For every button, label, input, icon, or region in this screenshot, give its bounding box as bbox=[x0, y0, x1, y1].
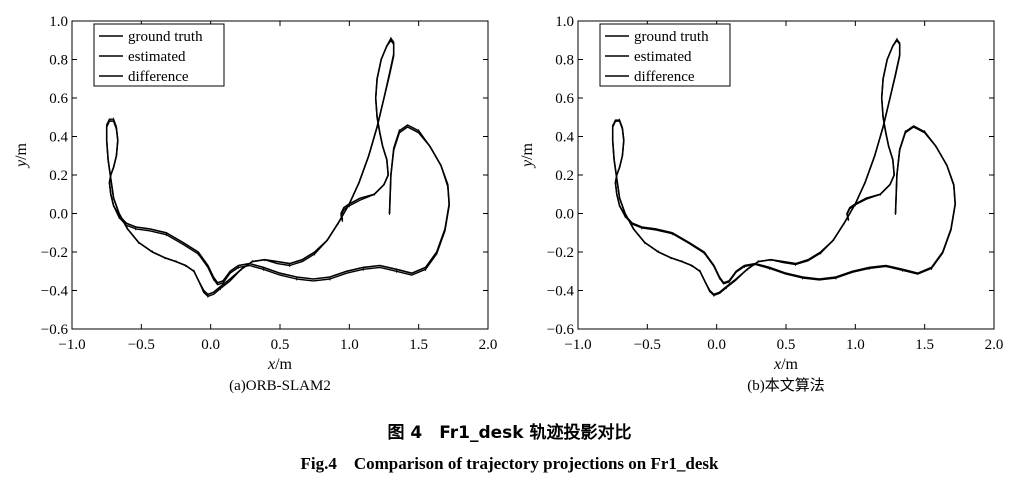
y-tick-label: −0.2 bbox=[547, 245, 574, 261]
legend-entry: estimated bbox=[634, 49, 692, 65]
x-tick-label: 1.5 bbox=[409, 337, 428, 353]
subplot-caption: (a)ORB-SLAM2 bbox=[229, 378, 331, 394]
legend-entry: difference bbox=[128, 69, 189, 85]
x-tick-label: −0.5 bbox=[634, 337, 661, 353]
legend-entry: difference bbox=[634, 69, 695, 85]
x-tick-label: −1.0 bbox=[564, 337, 591, 353]
y-tick-label: 0.8 bbox=[555, 53, 574, 69]
x-tick-label: 1.0 bbox=[846, 337, 865, 353]
x-axis-label: x/m bbox=[773, 356, 799, 373]
y-tick-label: 0.6 bbox=[49, 91, 68, 107]
plot-panel-b: −1.0 −0.5 0.0 0.5 1.0 1.5 2.0 −0.6 −0.4 −0.2 0.0 0.… bbox=[519, 14, 1003, 394]
legend-entry: ground truth bbox=[634, 29, 709, 45]
x-axis-label: x/m bbox=[267, 356, 293, 373]
y-tick-label: −0.2 bbox=[41, 245, 68, 261]
y-tick-label: 0.2 bbox=[49, 168, 68, 184]
x-tick-label: 2.0 bbox=[479, 337, 498, 353]
x-tick-label: 2.0 bbox=[985, 337, 1004, 353]
x-tick-label: −0.5 bbox=[128, 337, 155, 353]
y-tick-label: −0.6 bbox=[547, 322, 575, 338]
legend-entry: ground truth bbox=[128, 29, 203, 45]
y-tick-label: −0.6 bbox=[41, 322, 69, 338]
estimated-line bbox=[106, 37, 450, 297]
y-tick-label: 0.0 bbox=[555, 207, 574, 223]
y-axis-label: y/m bbox=[13, 142, 30, 169]
y-tick-label: 0.2 bbox=[555, 168, 574, 184]
y-tick-label: 0.4 bbox=[555, 130, 574, 146]
legend-entry: estimated bbox=[128, 49, 186, 65]
subplot-caption: (b)本文算法 bbox=[747, 376, 825, 394]
x-tick-label: 1.5 bbox=[915, 337, 934, 353]
y-tick-label: 0.4 bbox=[49, 130, 68, 146]
estimated-line bbox=[612, 38, 956, 296]
x-tick-label: 0.0 bbox=[201, 337, 220, 353]
figure-caption-chinese: 图 4 Fr1_desk 轨迹投影对比 bbox=[387, 423, 632, 443]
y-tick-label: 1.0 bbox=[49, 14, 68, 30]
y-tick-label: 0.8 bbox=[49, 53, 68, 69]
x-tick-label: 0.5 bbox=[777, 337, 796, 353]
legend: ground truth estimated difference bbox=[93, 23, 225, 87]
x-tick-label: 0.0 bbox=[707, 337, 726, 353]
y-tick-label: −0.4 bbox=[41, 284, 69, 300]
x-tick-label: −1.0 bbox=[58, 337, 85, 353]
legend: ground truth estimated difference bbox=[599, 23, 731, 87]
y-tick-label: 0.0 bbox=[49, 207, 68, 223]
x-tick-label: 1.0 bbox=[340, 337, 359, 353]
plot-panel-a: −1.0 −0.5 0.0 0.5 1.0 1.5 2.0 −0.6 −0.4 −0.2 0.0 0.… bbox=[13, 14, 497, 394]
y-tick-label: −0.4 bbox=[547, 284, 575, 300]
y-tick-label: 1.0 bbox=[555, 14, 574, 30]
figure-caption-english: Fig.4 Comparison of trajectory projectio… bbox=[300, 454, 719, 473]
x-tick-label: 0.5 bbox=[271, 337, 290, 353]
y-tick-label: 0.6 bbox=[555, 91, 574, 107]
y-axis-label: y/m bbox=[519, 142, 536, 169]
